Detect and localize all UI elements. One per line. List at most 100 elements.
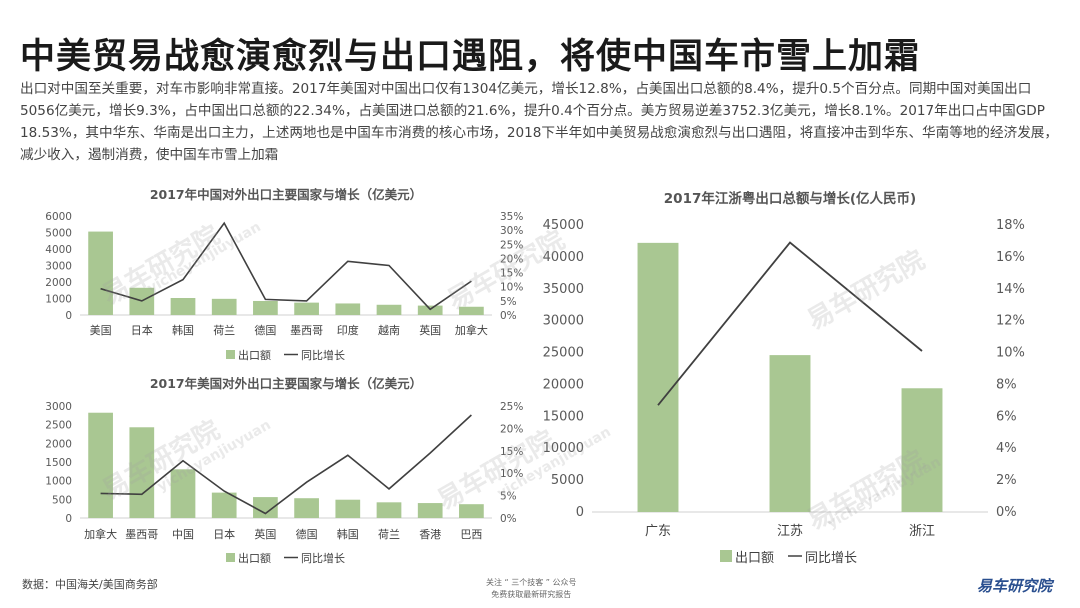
- chart-title: 2017年中国对外出口主要国家与增长（亿美元）: [150, 187, 422, 202]
- x-tick-label: 墨西哥: [125, 528, 158, 541]
- bar: [253, 497, 278, 518]
- brand-logo: 易车研究院: [976, 577, 1052, 595]
- y-tick-label: 1000: [45, 476, 72, 488]
- legend-label: 出口额: [238, 551, 271, 565]
- x-tick-label: 加拿大: [455, 323, 488, 337]
- x-tick-label: 加拿大: [84, 527, 117, 541]
- legend-swatch-bar: [226, 553, 235, 562]
- x-tick-label: 韩国: [172, 323, 194, 337]
- y2-tick-label: 35%: [500, 211, 523, 223]
- y-tick-label: 3000: [45, 401, 72, 413]
- bar: [459, 306, 484, 315]
- y2-tick-label: 4%: [996, 441, 1017, 456]
- y2-tick-label: 30%: [500, 225, 523, 237]
- y-tick-label: 2500: [45, 420, 72, 432]
- y2-tick-label: 20%: [500, 423, 523, 435]
- y2-tick-label: 0%: [996, 505, 1017, 520]
- x-tick-label: 印度: [337, 323, 359, 337]
- bar: [901, 388, 943, 512]
- bar: [637, 242, 679, 512]
- y2-tick-label: 16%: [996, 250, 1025, 265]
- bar: [211, 298, 237, 315]
- y2-tick-label: 2%: [996, 473, 1017, 488]
- y2-tick-label: 20%: [500, 253, 523, 265]
- y2-tick-label: 0%: [500, 513, 517, 525]
- footer-promo-line1: 关注 “ 三个技客 ” 公众号: [486, 578, 577, 587]
- y-tick-label: 0: [65, 310, 72, 322]
- y2-tick-label: 5%: [500, 491, 517, 503]
- y2-tick-label: 6%: [996, 409, 1017, 424]
- y2-tick-label: 25%: [500, 239, 523, 251]
- y-tick-label: 30000: [543, 314, 584, 329]
- bar: [459, 504, 484, 518]
- x-tick-label: 浙江: [909, 524, 935, 539]
- bar: [769, 355, 811, 512]
- x-tick-label: 墨西哥: [290, 324, 323, 337]
- page-title: 中美贸易战愈演愈烈与出口遇阻，将使中国车市雪上加霜: [20, 37, 921, 77]
- bar: [170, 469, 196, 518]
- bar: [129, 427, 155, 518]
- y2-tick-label: 0%: [500, 310, 517, 322]
- y2-tick-label: 14%: [996, 282, 1025, 297]
- legend-label: 同比增长: [301, 551, 345, 565]
- bar: [335, 499, 361, 518]
- x-tick-label: 日本: [213, 527, 235, 541]
- x-tick-label: 越南: [378, 323, 400, 337]
- y-tick-label: 45000: [543, 218, 584, 233]
- bar: [88, 231, 113, 315]
- y-tick-label: 0: [65, 513, 72, 525]
- bar: [211, 492, 237, 518]
- y2-tick-label: 15%: [500, 446, 523, 458]
- y2-tick-label: 5%: [500, 296, 517, 308]
- x-tick-label: 德国: [296, 527, 318, 541]
- x-tick-label: 德国: [254, 323, 276, 337]
- bar: [376, 502, 402, 518]
- legend-swatch-bar: [720, 550, 732, 562]
- y-tick-label: 35000: [543, 282, 584, 297]
- data-source: 数据：中国海关/美国商务部: [22, 578, 158, 591]
- intro-paragraph: 出口对中国至关重要，对车市影响非常直接。2017年美国对中国出口仅有1304亿美…: [20, 81, 1058, 163]
- y-tick-label: 10000: [543, 441, 584, 456]
- y2-tick-label: 12%: [996, 314, 1025, 329]
- legend-label: 出口额: [238, 348, 271, 362]
- x-tick-label: 广东: [645, 524, 671, 539]
- legend-label: 同比增长: [805, 551, 857, 566]
- china-export-chart: 2017年中国对外出口主要国家与增长（亿美元） 0 1000 2000 3000 4000…: [45, 187, 523, 362]
- y-tick-label: 40000: [543, 250, 584, 265]
- bar: [335, 303, 361, 315]
- x-tick-label: 江苏: [777, 523, 803, 539]
- y2-tick-label: 18%: [996, 218, 1025, 233]
- y2-tick-label: 8%: [996, 377, 1017, 392]
- chart-title: 2017年江浙粤出口总额与增长(亿人民币): [664, 190, 916, 207]
- y2-tick-label: 10%: [500, 282, 523, 294]
- y2-tick-label: 10%: [500, 468, 523, 480]
- x-tick-label: 韩国: [337, 527, 359, 541]
- y2-tick-label: 10%: [996, 346, 1025, 361]
- legend-label: 出口额: [735, 551, 774, 566]
- y-tick-label: 20000: [543, 377, 584, 392]
- x-tick-label: 荷兰: [378, 528, 400, 541]
- x-tick-label: 英国: [419, 323, 441, 337]
- y-tick-label: 2000: [45, 438, 72, 450]
- y-tick-label: 2000: [45, 277, 72, 289]
- bar: [417, 503, 443, 518]
- usa-export-chart: 2017年美国对外出口主要国家与增长（亿美元） 0 500 1000 1500 2000 2…: [45, 376, 523, 565]
- y-tick-label: 3000: [45, 261, 72, 273]
- x-tick-label: 美国: [90, 324, 112, 337]
- y-tick-label: 6000: [45, 211, 72, 223]
- y-tick-label: 15000: [543, 409, 584, 424]
- y-tick-label: 5000: [45, 228, 72, 240]
- footer-promo-line2: 免费获取最新研究报告: [491, 590, 572, 599]
- legend-label: 同比增长: [301, 348, 345, 362]
- growth-line: [100, 414, 472, 515]
- x-tick-label: 香港: [419, 528, 441, 541]
- growth-line: [100, 221, 472, 311]
- bar: [170, 298, 196, 315]
- bar: [253, 300, 278, 315]
- y-tick-label: 1000: [45, 294, 72, 306]
- x-tick-label: 巴西: [460, 528, 482, 541]
- x-tick-label: 中国: [172, 528, 194, 541]
- y2-tick-label: 25%: [500, 401, 523, 413]
- y-tick-label: 500: [52, 494, 72, 506]
- x-tick-label: 英国: [254, 527, 276, 541]
